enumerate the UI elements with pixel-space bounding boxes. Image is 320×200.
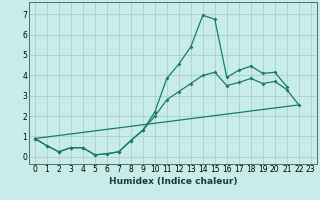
X-axis label: Humidex (Indice chaleur): Humidex (Indice chaleur) [108,177,237,186]
